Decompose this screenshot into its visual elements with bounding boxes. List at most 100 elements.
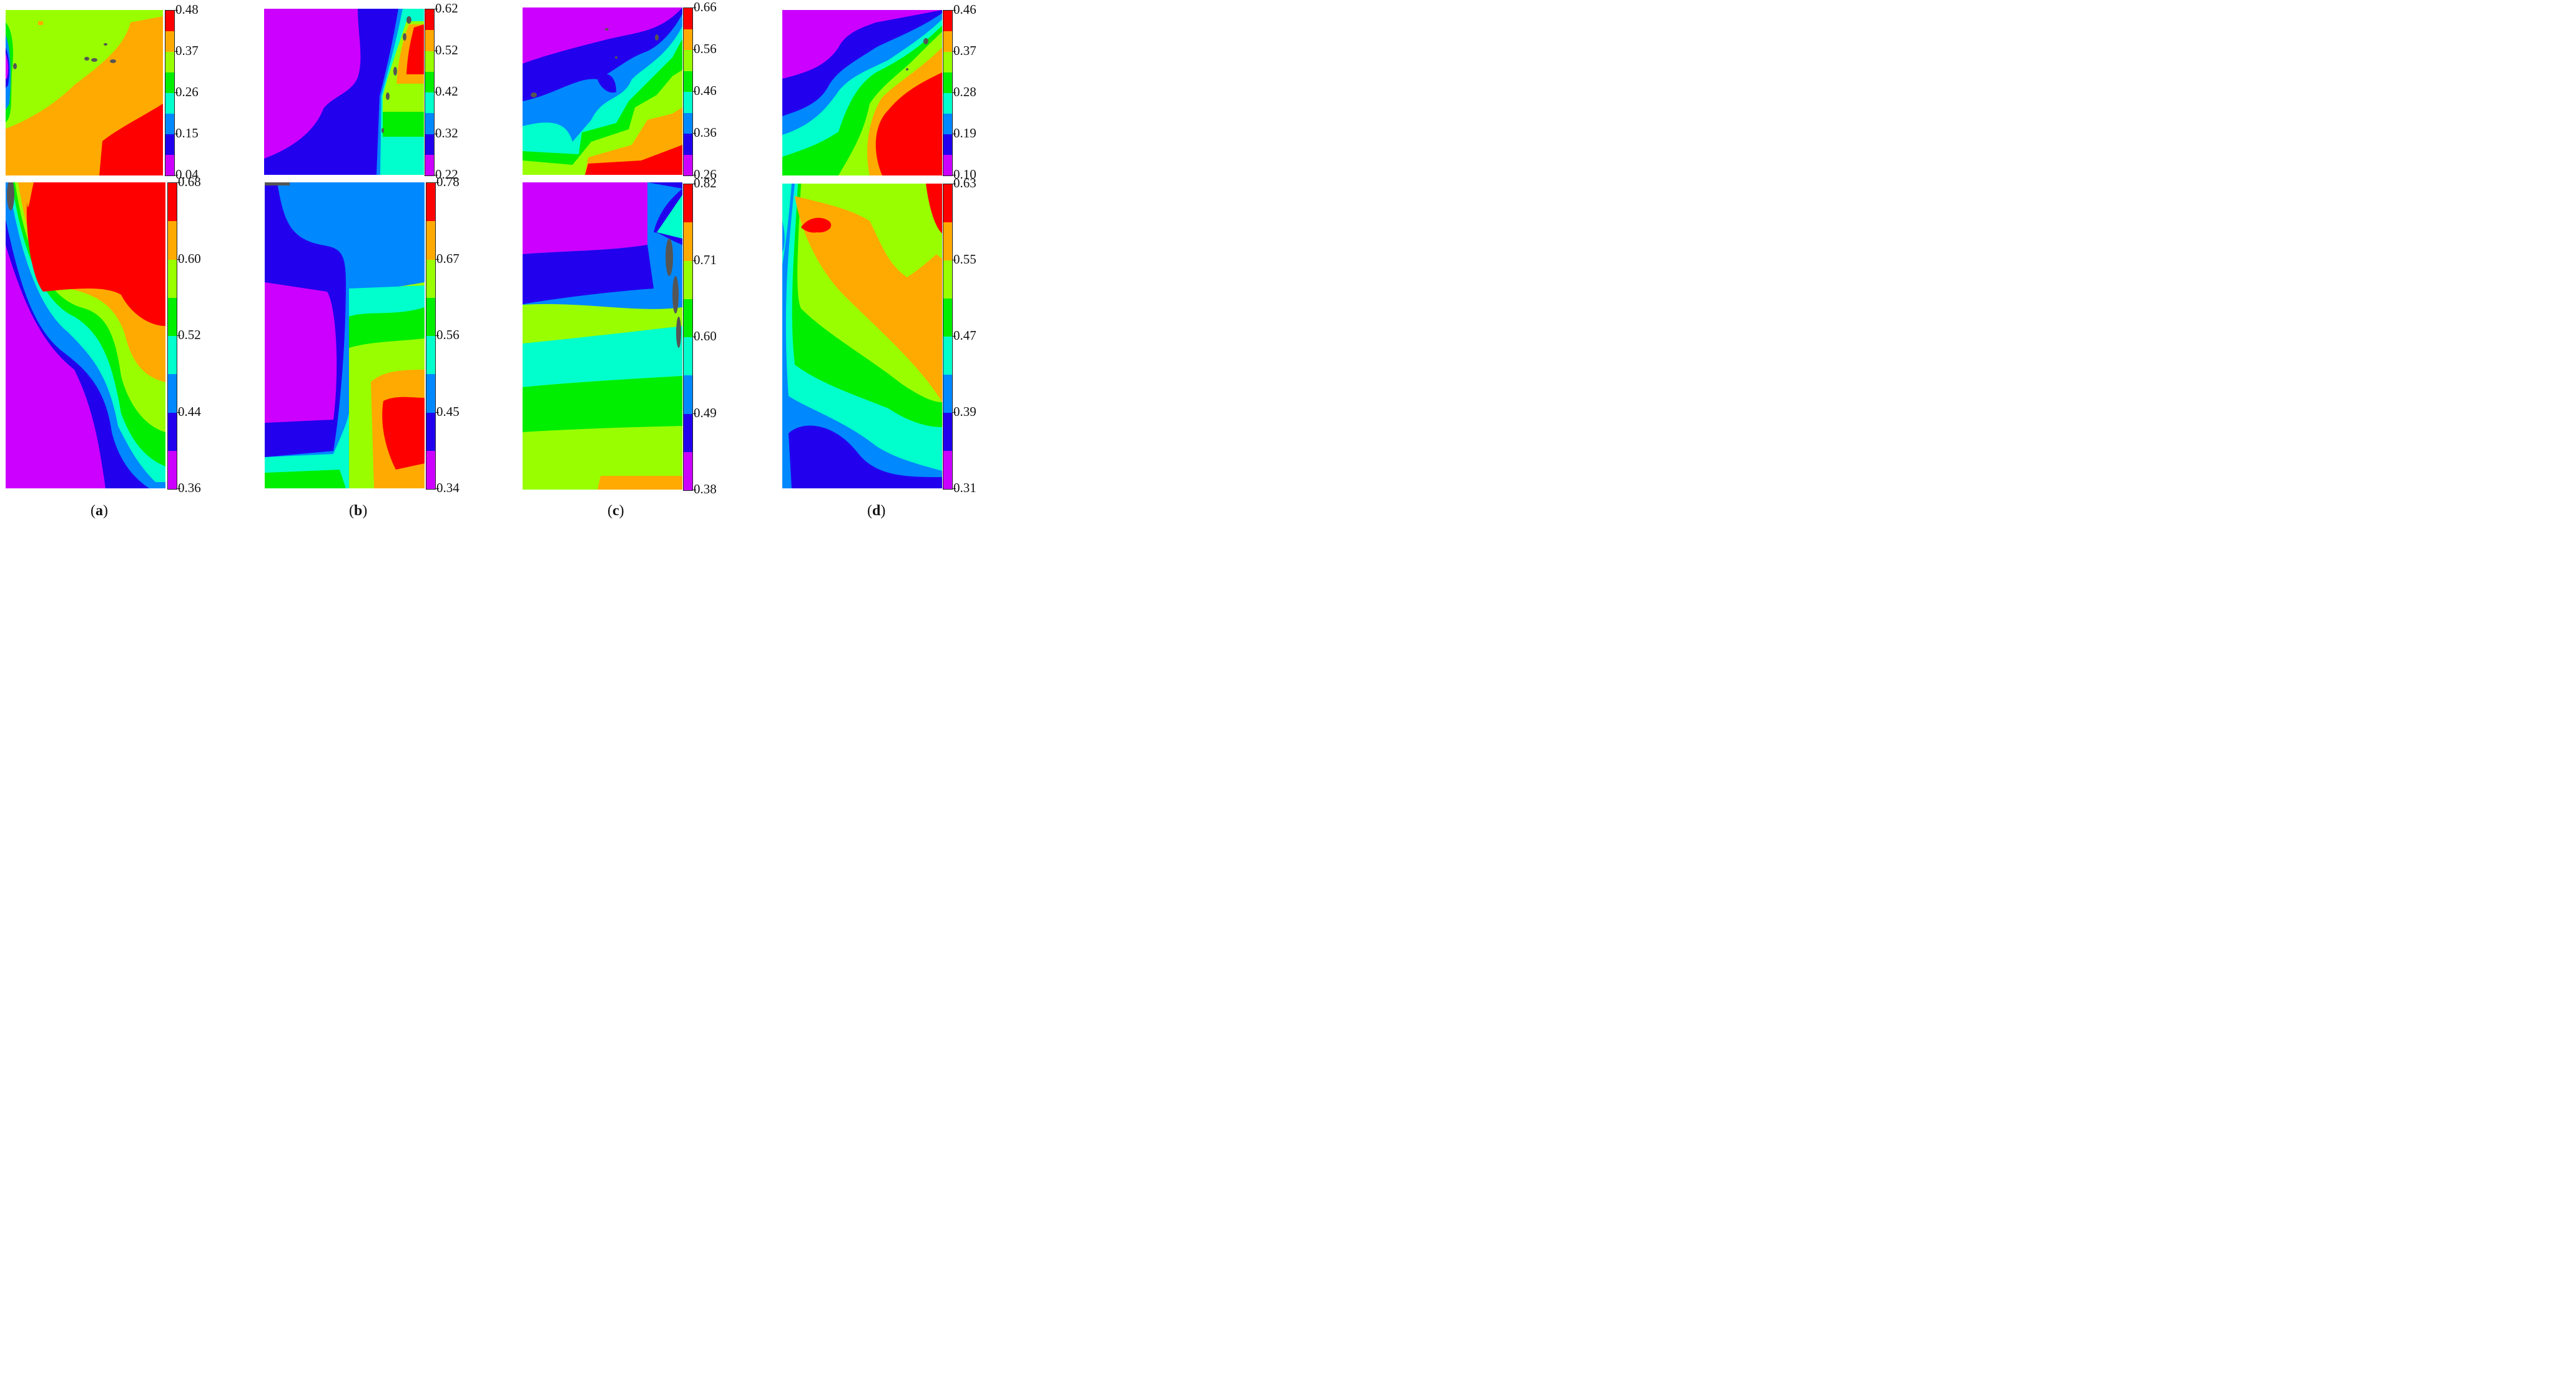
colorbar-band xyxy=(684,134,692,155)
panel-label-a-text: a xyxy=(96,503,103,519)
colorbar-band xyxy=(165,52,174,72)
colorbar-tick-mark xyxy=(436,182,439,183)
colorbar-band xyxy=(426,183,435,222)
colorbar-band xyxy=(684,50,692,71)
colorbar-tick-label: 0.68 xyxy=(178,174,201,189)
colorbar-band xyxy=(943,114,952,134)
colorbar-tick-label: 0.46 xyxy=(953,2,976,17)
colorbar-band xyxy=(943,155,952,175)
colorbar-tick-mark xyxy=(177,259,180,260)
colorbar-tick-label: 0.44 xyxy=(178,403,201,419)
colorbar-band xyxy=(425,113,434,134)
colorbar-tick-label: 0.42 xyxy=(435,84,458,99)
colorbar-band xyxy=(426,336,435,375)
panel-label-b: (b) xyxy=(349,503,368,519)
colorbar-band xyxy=(943,451,952,489)
colorbar-tick-label: 0.22 xyxy=(435,167,458,182)
colorbar-tick-label: 0.32 xyxy=(435,125,458,141)
colorbar-tick-label: 0.67 xyxy=(436,250,460,266)
colorbar-tick-mark xyxy=(693,91,696,92)
colorbar-band xyxy=(426,297,435,336)
colorbar-band xyxy=(684,112,692,134)
colorbar-band xyxy=(425,51,434,72)
colorbar-tick-label: 0.49 xyxy=(694,405,717,420)
colorbar-tick-mark xyxy=(693,413,696,414)
colorbar-band xyxy=(684,337,692,376)
colorbar-tick-mark xyxy=(436,488,439,489)
colorbar-band xyxy=(684,452,692,490)
map-b-top xyxy=(264,9,424,175)
colorbar-b-bottom xyxy=(426,182,436,490)
colorbar-band xyxy=(684,375,692,414)
colorbar-band xyxy=(684,29,692,50)
colorbar-tick-mark xyxy=(177,412,180,413)
colorbar-band xyxy=(943,184,952,222)
colorbar-band xyxy=(165,72,174,93)
colorbar-band xyxy=(168,259,177,298)
colorbar-d-top xyxy=(943,10,953,176)
map-a-bottom xyxy=(6,182,165,488)
colorbar-tick-label: 0.26 xyxy=(694,167,717,182)
colorbar-band xyxy=(943,222,952,260)
figure: 0.48 0.37 0.26 0.15 0.04 0.62 0.52 0.42 0.32 0.22… xyxy=(0,0,976,526)
colorbar-band xyxy=(684,184,692,223)
colorbar-band xyxy=(425,92,434,114)
colorbar-band xyxy=(165,155,174,175)
colorbar-band xyxy=(684,92,692,113)
colorbar-band xyxy=(168,412,177,451)
colorbar-tick-mark xyxy=(175,10,178,11)
colorbar-c-bottom xyxy=(683,184,693,491)
colorbar-band xyxy=(425,71,434,92)
colorbar-band xyxy=(425,30,434,51)
colorbar-band xyxy=(425,9,434,31)
colorbar-tick-label: 0.37 xyxy=(953,43,976,58)
colorbar-d-bottom xyxy=(943,184,953,490)
colorbar-tick-label: 0.60 xyxy=(178,250,201,266)
map-c-top xyxy=(523,7,682,175)
colorbar-band xyxy=(943,134,952,155)
colorbar-tick-mark xyxy=(693,133,696,134)
colorbar-band xyxy=(943,413,952,451)
colorbar-tick-label: 0.78 xyxy=(436,174,460,189)
colorbar-tick-mark xyxy=(953,336,956,337)
colorbar-tick-mark xyxy=(953,412,956,413)
colorbar-tick-label: 0.31 xyxy=(953,480,976,495)
colorbar-tick-mark xyxy=(436,335,439,336)
colorbar-tick-label: 0.56 xyxy=(436,327,460,342)
colorbar-band xyxy=(943,93,952,114)
map-d-bottom xyxy=(782,184,942,488)
map-a-top xyxy=(6,10,163,175)
colorbar-band xyxy=(684,260,692,299)
colorbar-band xyxy=(684,413,692,452)
colorbar-tick-label: 0.37 xyxy=(175,43,199,58)
colorbar-tick-label: 0.66 xyxy=(694,0,717,14)
panel-label-d: (d) xyxy=(867,503,886,519)
colorbar-band xyxy=(943,375,952,413)
map-c-bottom xyxy=(523,182,682,490)
colorbar-tick-mark xyxy=(953,488,956,489)
colorbar-tick-label: 0.48 xyxy=(175,2,199,17)
colorbar-tick-mark xyxy=(953,51,956,52)
colorbar-band xyxy=(943,72,952,93)
colorbar-c-top xyxy=(683,7,693,176)
colorbar-tick-label: 0.46 xyxy=(694,83,717,98)
colorbar-tick-mark xyxy=(693,7,696,8)
colorbar-band xyxy=(425,134,434,155)
colorbar-band xyxy=(168,297,177,336)
colorbar-band xyxy=(684,299,692,337)
colorbar-tick-label: 0.82 xyxy=(694,175,717,190)
colorbar-band xyxy=(426,374,435,413)
colorbar-band xyxy=(165,93,174,114)
colorbar-band xyxy=(168,336,177,375)
colorbar-tick-label: 0.63 xyxy=(953,175,976,190)
colorbar-band xyxy=(684,8,692,29)
colorbar-tick-mark xyxy=(693,260,696,261)
colorbar-tick-label: 0.38 xyxy=(694,481,717,496)
map-b-bottom xyxy=(265,182,425,488)
colorbar-band xyxy=(684,71,692,92)
colorbar-band xyxy=(165,11,174,31)
colorbar-band xyxy=(168,450,177,489)
colorbar-band xyxy=(943,299,952,337)
panel-label-c: (c) xyxy=(607,503,624,519)
colorbar-band xyxy=(684,222,692,261)
